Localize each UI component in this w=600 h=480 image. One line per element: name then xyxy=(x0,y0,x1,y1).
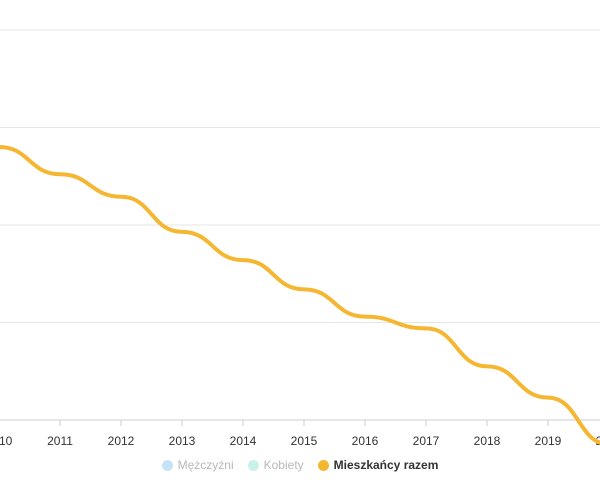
legend-item-men[interactable]: Mężczyźni xyxy=(161,458,234,472)
legend: Mężczyźni Kobiety Mieszkańcy razem xyxy=(0,458,600,472)
x-tick-label: 2012 xyxy=(108,434,135,448)
x-tick-label: 2018 xyxy=(474,434,501,448)
legend-dot-icon xyxy=(161,459,173,471)
legend-dot-icon xyxy=(317,459,329,471)
series-layer xyxy=(0,145,600,445)
x-tick-label: 2010 xyxy=(0,434,13,448)
x-axis-ticks xyxy=(59,420,549,426)
legend-label: Mieszkańcy razem xyxy=(333,458,439,472)
x-axis-tick-labels: 2010 2011 2012 2013 2014 2015 2016 2017 2018 2019… xyxy=(0,434,600,448)
x-tick-label: 2016 xyxy=(352,434,379,448)
x-tick-label: 2011 xyxy=(47,434,73,448)
x-tick-label: 2017 xyxy=(413,434,440,448)
legend-item-women[interactable]: Kobiety xyxy=(247,458,304,472)
x-tick-label: 2013 xyxy=(169,434,196,448)
gridlines xyxy=(0,29,600,323)
legend-item-total-residents[interactable]: Mieszkańcy razem xyxy=(317,458,439,472)
legend-label: Mężczyźni xyxy=(177,458,234,472)
legend-dot-icon xyxy=(247,459,259,471)
x-tick-label: 2019 xyxy=(535,434,562,448)
legend-label: Kobiety xyxy=(263,458,304,472)
series-line-total-residents[interactable] xyxy=(0,145,600,445)
x-tick-label: 2015 xyxy=(291,434,318,448)
x-tick-label: 2014 xyxy=(230,434,257,448)
